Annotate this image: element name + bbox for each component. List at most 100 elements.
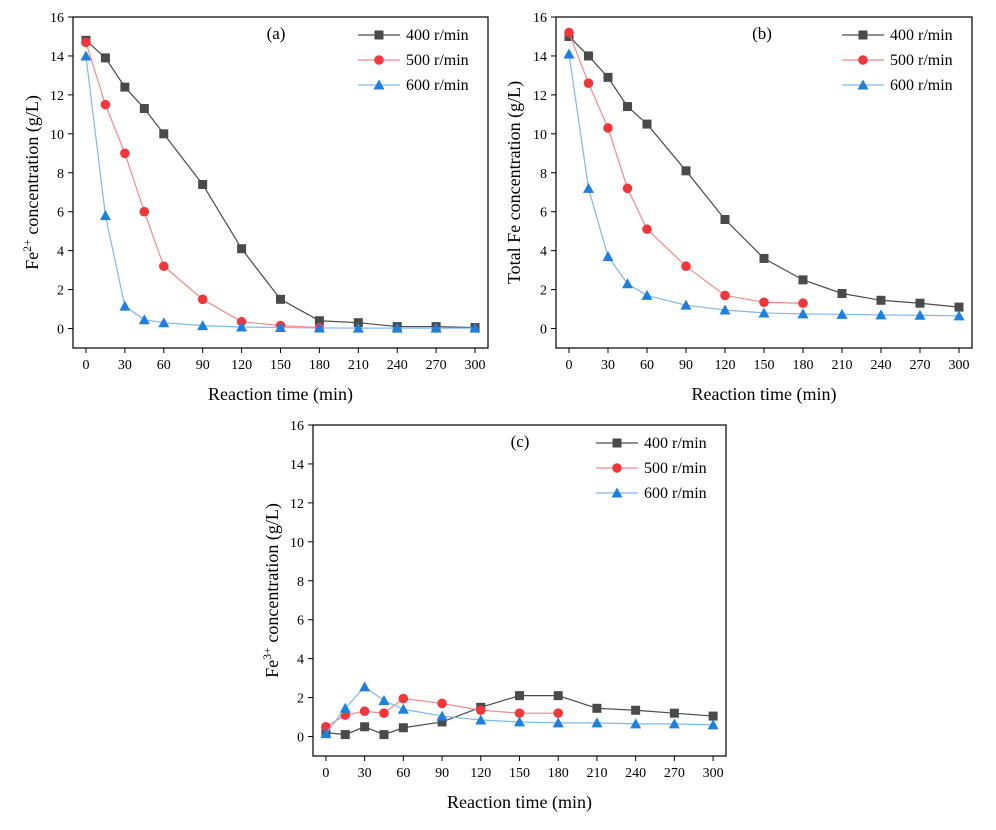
- legend-item: 400 r/min: [358, 27, 469, 44]
- data-point: [954, 302, 964, 312]
- y-axis-title-base: Fe: [22, 252, 42, 270]
- data-point: [592, 703, 602, 713]
- data-point: [398, 693, 409, 704]
- y-tick-label: 12: [290, 497, 304, 512]
- y-tick-label: 10: [50, 128, 64, 143]
- data-point: [321, 721, 331, 732]
- panel-label: (c): [511, 432, 530, 451]
- x-tick-label: 60: [640, 358, 654, 373]
- data-point: [275, 322, 286, 333]
- data-point: [158, 261, 169, 272]
- data-point: [591, 717, 603, 728]
- legend-label: 600 r/min: [890, 77, 953, 94]
- legend-marker: [612, 438, 622, 448]
- y-tick-label: 0: [57, 323, 64, 338]
- y-tick-label: 14: [50, 50, 64, 65]
- y-tick-label: 2: [540, 284, 547, 299]
- y-axis-title-superscript: 3+: [260, 647, 274, 660]
- panel-label: (a): [267, 24, 286, 43]
- legend-item: 500 r/min: [596, 460, 707, 477]
- x-tick-label: 300: [949, 358, 970, 373]
- data-point: [99, 210, 111, 221]
- legend-item: 400 r/min: [842, 27, 953, 44]
- panel-label: (b): [752, 24, 772, 43]
- data-point: [708, 711, 718, 721]
- legend-label: 400 r/min: [890, 27, 953, 44]
- data-point: [197, 294, 208, 305]
- data-point: [603, 123, 613, 133]
- data-point: [583, 78, 594, 88]
- data-point: [397, 703, 409, 714]
- y-tick-label: 14: [533, 50, 547, 65]
- chart-panel-2: 0 30 60 90 120 150 180 210 240 270 300 0 2 4 6 8 10 12 14 1…: [260, 419, 727, 813]
- data-point: [915, 298, 925, 308]
- y-tick-label: 8: [540, 167, 547, 182]
- x-tick-label: 30: [358, 766, 372, 781]
- legend-label: 600 r/min: [406, 77, 469, 94]
- data-point: [360, 722, 370, 732]
- series-line: [85, 55, 476, 329]
- data-point: [359, 681, 371, 692]
- data-point: [719, 304, 731, 315]
- data-point: [475, 714, 487, 725]
- data-point: [159, 129, 169, 139]
- series-triangle: [563, 48, 965, 321]
- x-tick-label: 90: [679, 358, 693, 373]
- legend-label: 500 r/min: [644, 460, 707, 477]
- y-tick-label: 6: [297, 614, 304, 629]
- series-circle: [564, 27, 808, 309]
- legend-label: 500 r/min: [406, 52, 469, 69]
- data-point: [759, 297, 769, 308]
- data-point: [680, 299, 692, 310]
- data-point: [681, 261, 691, 272]
- data-point: [378, 695, 390, 706]
- x-tick-label: 210: [832, 358, 853, 373]
- y-axis-title: Fe3+ concentration (g/L): [260, 503, 283, 678]
- x-tick-label: 120: [470, 766, 491, 781]
- y-tick-label: 10: [533, 128, 547, 143]
- legend-item: 600 r/min: [358, 77, 469, 94]
- data-point: [314, 316, 324, 326]
- data-point: [798, 298, 808, 309]
- legend-marker: [611, 487, 623, 498]
- x-axis-title: Reaction time (min): [692, 384, 837, 405]
- data-point: [469, 322, 481, 333]
- data-point: [553, 691, 563, 701]
- data-point: [720, 290, 730, 301]
- x-tick-label: 60: [396, 766, 410, 781]
- y-axis-title-rest: concentration (g/L): [22, 95, 43, 239]
- y-tick-label: 6: [540, 206, 547, 221]
- x-tick-label: 150: [509, 766, 530, 781]
- x-tick-label: 270: [664, 766, 685, 781]
- data-point: [80, 50, 92, 61]
- y-tick-label: 8: [297, 575, 304, 590]
- data-point: [914, 309, 926, 320]
- y-tick-label: 12: [533, 89, 547, 104]
- y-axis-title-base: Fe: [262, 660, 282, 678]
- data-point: [515, 691, 524, 701]
- data-point: [668, 718, 680, 729]
- data-point: [798, 275, 808, 285]
- data-point: [138, 314, 150, 325]
- y-tick-label: 0: [297, 731, 304, 746]
- data-point: [436, 710, 448, 721]
- x-tick-label: 120: [715, 358, 736, 373]
- data-point: [669, 708, 679, 718]
- data-point: [379, 730, 389, 740]
- y-tick-label: 4: [57, 245, 64, 260]
- data-point: [797, 308, 809, 319]
- x-tick-label: 300: [465, 358, 486, 373]
- data-point: [139, 206, 150, 217]
- legend-item: 500 r/min: [358, 52, 469, 69]
- data-point: [158, 317, 170, 328]
- legend-marker: [612, 463, 622, 473]
- data-point: [437, 717, 447, 727]
- series-square: [564, 31, 964, 312]
- x-tick-label: 240: [871, 358, 892, 373]
- x-tick-label: 180: [309, 358, 330, 373]
- data-point: [120, 148, 130, 159]
- data-point: [553, 708, 564, 718]
- data-point: [475, 705, 486, 716]
- y-tick-label: 16: [50, 11, 64, 26]
- series-triangle: [80, 50, 481, 333]
